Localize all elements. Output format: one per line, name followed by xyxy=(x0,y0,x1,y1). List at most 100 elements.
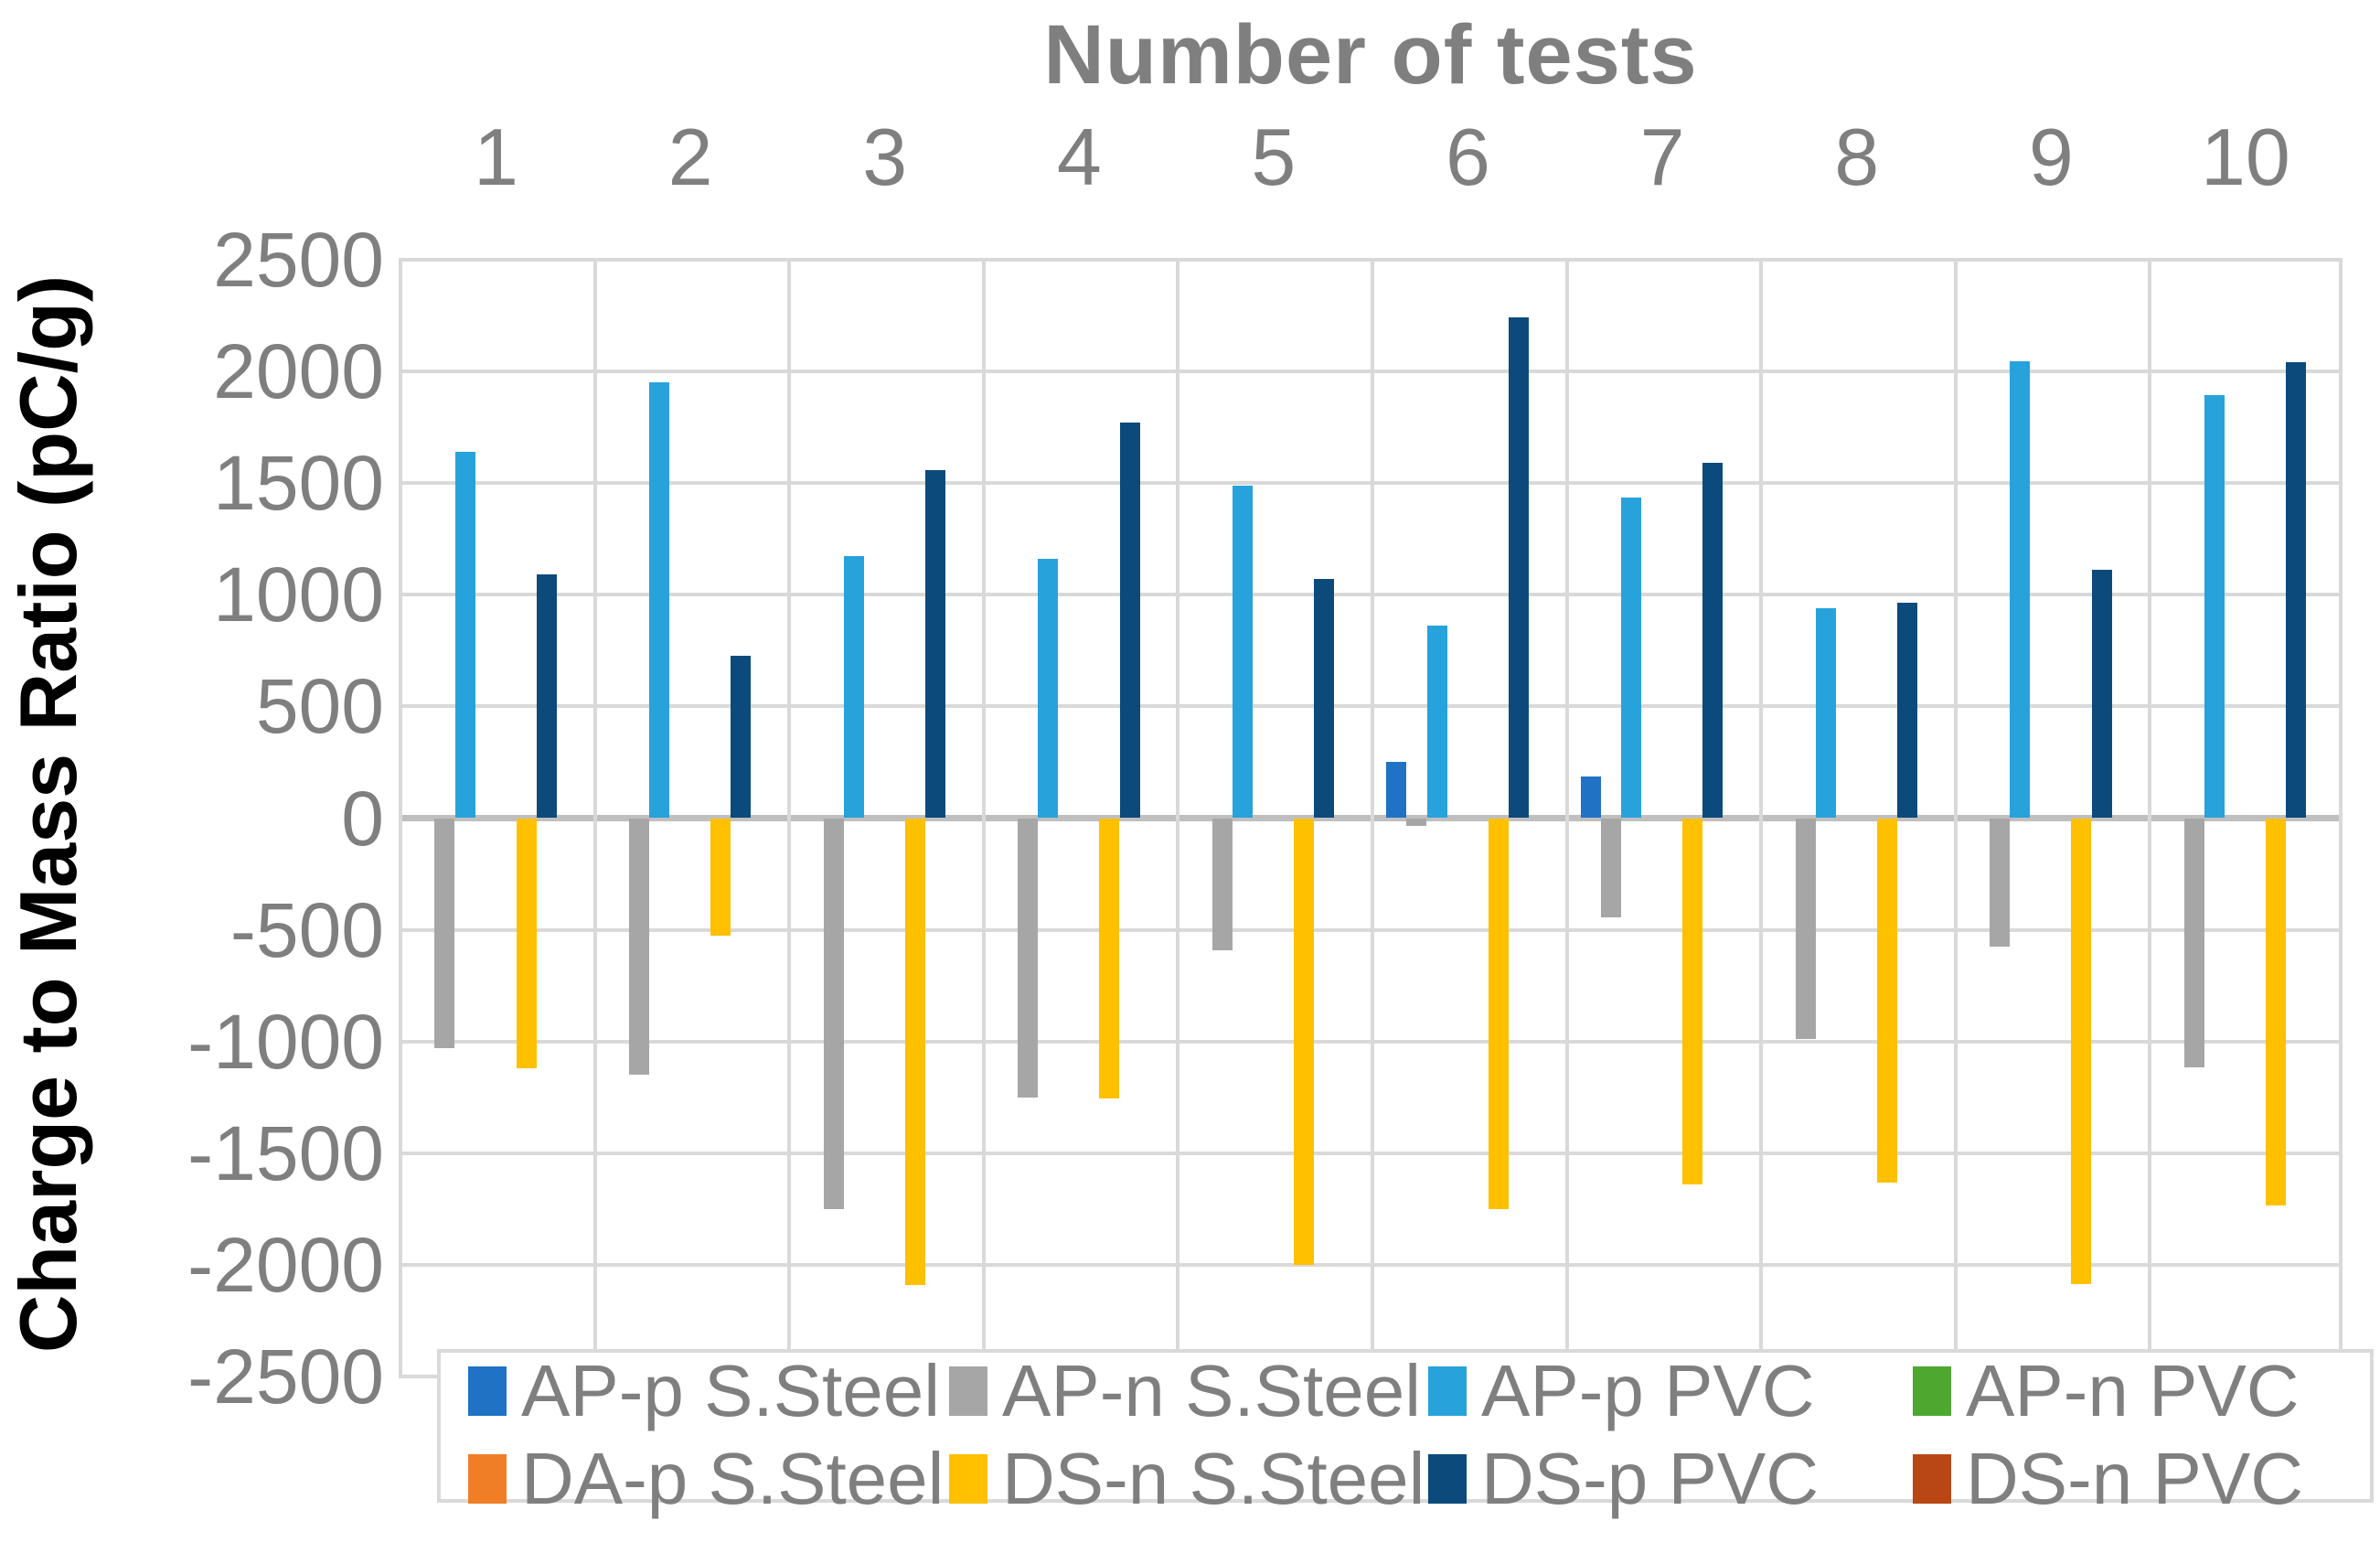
bar-ds-n-s-steel-test-1 xyxy=(516,818,537,1068)
y-tick-label: -1500 xyxy=(187,1109,384,1196)
legend-label: DS-n S.Steel xyxy=(1002,1438,1425,1519)
bar-ap-n-s-steel-test-2 xyxy=(628,818,649,1076)
gridline-v xyxy=(592,260,597,1377)
bar-ds-p-pvc-test-9 xyxy=(2091,570,2112,819)
bar-ds-n-s-steel-test-9 xyxy=(2071,818,2092,1284)
bar-ap-n-s-steel-test-4 xyxy=(1018,818,1039,1098)
bar-ap-p-pvc-test-7 xyxy=(1621,498,1642,819)
x-tick-label: 5 xyxy=(1251,112,1297,202)
legend-label: DS-p PVC xyxy=(1481,1438,1819,1519)
legend-swatch-ap-p-pvc xyxy=(1428,1366,1467,1416)
bar-ap-p-pvc-test-5 xyxy=(1233,485,1253,819)
bar-ap-p-pvc-test-2 xyxy=(649,382,670,819)
bar-ds-p-pvc-test-8 xyxy=(1897,602,1917,819)
legend-item: AP-p PVC xyxy=(1428,1350,1815,1431)
y-tick-label: 2000 xyxy=(213,328,384,415)
legend-swatch-ds-p-pvc xyxy=(1428,1454,1467,1504)
x-tick-label: 7 xyxy=(1639,112,1685,202)
bar-ds-n-s-steel-test-8 xyxy=(1876,818,1897,1183)
bar-ap-n-s-steel-test-1 xyxy=(434,818,455,1049)
legend-item: AP-n S.Steel xyxy=(949,1350,1422,1431)
bar-ds-p-pvc-test-1 xyxy=(536,574,557,819)
bar-ap-p-pvc-test-8 xyxy=(1815,607,1836,819)
x-tick-label: 3 xyxy=(862,112,908,202)
legend-item: DA-p S.Steel xyxy=(468,1438,945,1519)
x-tick-label: 8 xyxy=(1834,112,1880,202)
legend-swatch-da-p-s-steel xyxy=(468,1454,507,1504)
bar-ds-p-pvc-test-3 xyxy=(925,469,945,819)
bar-ds-n-s-steel-test-4 xyxy=(1099,818,1120,1098)
legend-label: AP-n S.Steel xyxy=(1002,1350,1422,1431)
gridline-v xyxy=(2148,260,2152,1377)
x-tick-label: 9 xyxy=(2028,112,2074,202)
gridline-v xyxy=(1953,260,1958,1377)
bar-ds-p-pvc-test-10 xyxy=(2286,362,2307,819)
plot-area xyxy=(399,258,2343,1378)
legend-swatch-ap-n-s-steel xyxy=(949,1366,987,1416)
bar-ap-p-pvc-test-3 xyxy=(843,555,864,819)
x-tick-label: 2 xyxy=(667,112,713,202)
y-tick-label: -1000 xyxy=(187,998,384,1085)
gridline-v xyxy=(1371,260,1374,1377)
x-tick-label: 4 xyxy=(1056,112,1102,202)
legend-label: DS-n PVC xyxy=(1966,1438,2303,1519)
legend-item: DS-n PVC xyxy=(1913,1438,2303,1519)
bar-ap-p-s-steel-test-7 xyxy=(1580,777,1601,819)
legend-item: AP-n PVC xyxy=(1913,1355,2300,1428)
bar-ds-p-pvc-test-5 xyxy=(1314,579,1335,819)
bar-ds-p-pvc-test-7 xyxy=(1702,463,1724,819)
bar-ds-p-pvc-test-4 xyxy=(1119,423,1140,819)
x-tick-label: 1 xyxy=(474,112,518,202)
y-tick-label: 1500 xyxy=(213,440,384,527)
bar-ds-n-s-steel-test-6 xyxy=(1488,818,1509,1209)
bar-ap-p-pvc-test-4 xyxy=(1038,559,1059,819)
legend-item: DS-p PVC xyxy=(1428,1438,1819,1519)
bar-ap-p-pvc-test-10 xyxy=(2204,394,2225,819)
legend-label: DA-p S.Steel xyxy=(521,1438,945,1519)
legend-swatch-ds-n-pvc xyxy=(1913,1454,1951,1504)
bar-ds-n-s-steel-test-2 xyxy=(710,818,731,936)
chart-root: Number of tests Charge to Mass Ratio (pC… xyxy=(3,8,2374,1519)
bar-ap-n-s-steel-test-9 xyxy=(1990,818,2011,947)
bar-ds-n-s-steel-test-3 xyxy=(904,818,925,1285)
gridline-v xyxy=(981,260,986,1377)
y-tick-label: -2500 xyxy=(187,1334,384,1419)
y-tick-label: 2500 xyxy=(213,217,384,303)
x-tick-label: 10 xyxy=(2200,112,2290,202)
bar-ap-n-s-steel-test-8 xyxy=(1795,818,1816,1040)
legend-swatch-ap-n-pvc xyxy=(1913,1366,1951,1416)
bar-ds-n-s-steel-test-10 xyxy=(2265,818,2286,1206)
gridline-v xyxy=(1759,260,1764,1377)
bar-ds-p-pvc-test-2 xyxy=(731,656,752,819)
gridline-v xyxy=(1176,260,1180,1377)
y-tick-label: -500 xyxy=(229,886,384,973)
chart-title: Number of tests xyxy=(1043,8,1698,102)
legend: AP-p S.Steel AP-n S.Steel AP-p PVC AP-n PVC… xyxy=(437,1349,2374,1519)
bar-ap-p-pvc-test-1 xyxy=(454,452,475,819)
bar-ap-n-s-steel-test-6 xyxy=(1406,818,1427,827)
bar-ap-p-pvc-test-9 xyxy=(2010,361,2031,819)
legend-label: AP-p PVC xyxy=(1481,1350,1815,1431)
legend-label: AP-p S.Steel xyxy=(521,1350,941,1431)
y-tick-label: 1000 xyxy=(213,552,384,638)
bar-ds-p-pvc-test-6 xyxy=(1508,317,1529,819)
x-tick-label: 6 xyxy=(1446,112,1490,202)
y-tick-label: -2000 xyxy=(187,1221,384,1308)
bar-ap-n-s-steel-test-3 xyxy=(823,818,844,1209)
bar-ds-n-s-steel-test-5 xyxy=(1293,818,1314,1265)
y-tick-label: 500 xyxy=(255,663,384,750)
bar-ap-p-s-steel-test-6 xyxy=(1386,762,1406,819)
legend-swatch-ds-n-s-steel xyxy=(949,1454,987,1504)
legend-swatch-ap-p-s-steel xyxy=(468,1366,507,1416)
bar-ap-n-s-steel-test-7 xyxy=(1600,818,1621,918)
legend-item: AP-p S.Steel xyxy=(468,1350,941,1431)
bar-ds-n-s-steel-test-7 xyxy=(1682,818,1703,1184)
bar-ap-n-s-steel-test-5 xyxy=(1211,818,1233,950)
gridline-v xyxy=(399,260,402,1377)
gridline-v xyxy=(2339,260,2343,1377)
y-tick-label: 0 xyxy=(341,775,384,862)
bar-ap-p-pvc-test-6 xyxy=(1426,626,1447,819)
bar-ap-n-s-steel-test-10 xyxy=(2183,818,2204,1067)
legend-item: DS-n S.Steel xyxy=(949,1438,1425,1519)
gridline-v xyxy=(1564,260,1569,1377)
